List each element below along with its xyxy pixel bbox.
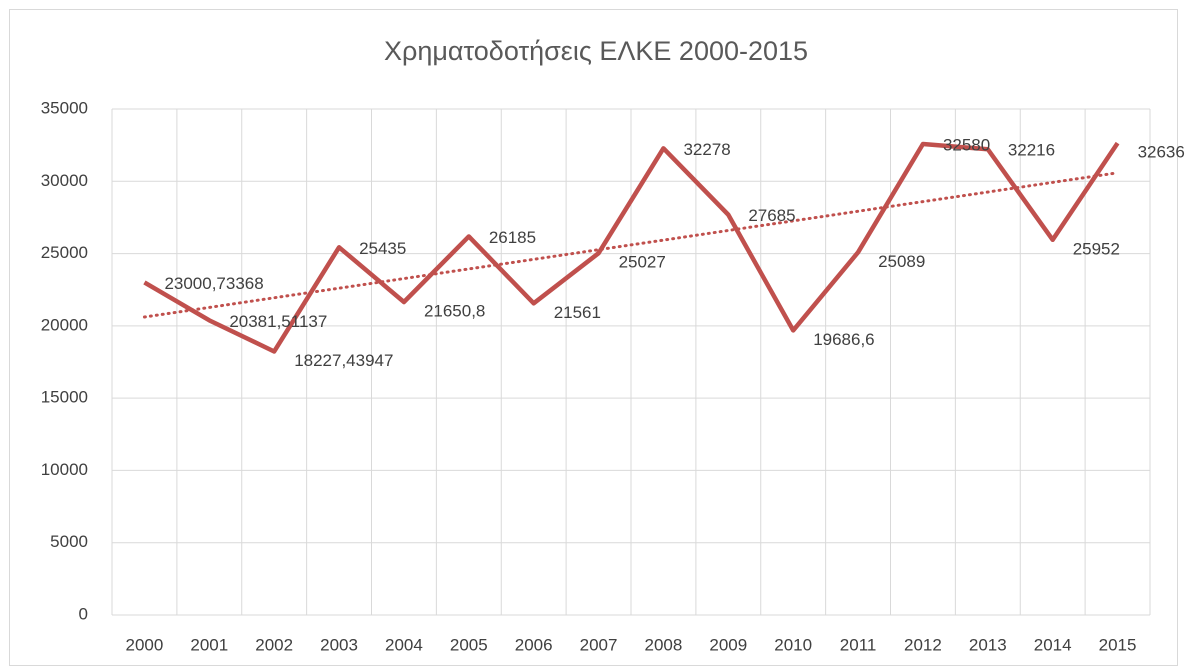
x-tick-label: 2012 — [904, 635, 942, 654]
x-tick-label: 2010 — [774, 635, 812, 654]
x-tick-label: 2015 — [1099, 635, 1137, 654]
chart-title: Χρηματοδοτήσεις ΕΛΚΕ 2000-2015 — [384, 36, 808, 66]
y-tick-label: 30000 — [41, 171, 88, 190]
data-label: 25027 — [619, 253, 666, 272]
y-tick-label: 5000 — [50, 532, 88, 551]
data-label: 20381,51137 — [229, 312, 327, 331]
x-tick-label: 2008 — [645, 635, 683, 654]
x-tick-label: 2014 — [1034, 635, 1072, 654]
y-tick-label: 35000 — [41, 98, 88, 117]
data-label: 25435 — [359, 239, 406, 258]
data-label: 21561 — [554, 303, 601, 322]
trendline — [142, 171, 1120, 319]
data-label: 23000,73368 — [164, 274, 263, 293]
y-tick-label: 0 — [79, 604, 88, 623]
data-label: 25089 — [878, 252, 925, 271]
data-label: 26185 — [489, 228, 536, 247]
x-tick-label: 2004 — [385, 635, 423, 654]
data-label: 32216 — [1008, 141, 1055, 160]
y-tick-label: 25000 — [41, 243, 88, 262]
y-tick-label: 15000 — [41, 388, 88, 407]
data-label: 32278 — [683, 140, 730, 159]
data-label: 25952 — [1073, 239, 1120, 258]
x-tick-label: 2000 — [126, 635, 164, 654]
x-tick-label: 2005 — [450, 635, 488, 654]
data-label: 19686,6 — [813, 330, 874, 349]
data-label: 27685 — [748, 206, 795, 225]
x-tick-label: 2013 — [969, 635, 1007, 654]
data-label: 18227,43947 — [294, 351, 393, 370]
x-tick-label: 2002 — [255, 635, 293, 654]
data-label: 32580 — [943, 135, 990, 154]
y-tick-label: 20000 — [41, 315, 88, 334]
x-tick-label: 2011 — [840, 635, 877, 654]
x-tick-label: 2001 — [190, 635, 228, 654]
x-tick-label: 2009 — [709, 635, 747, 654]
chart-border — [9, 9, 1178, 666]
data-label: 32636 — [1138, 143, 1185, 162]
x-tick-label: 2003 — [320, 635, 358, 654]
x-tick-label: 2006 — [515, 635, 553, 654]
data-label: 21650,8 — [424, 301, 485, 320]
y-tick-label: 10000 — [41, 460, 88, 479]
line — [143, 141, 1120, 354]
x-tick-label: 2007 — [580, 635, 618, 654]
